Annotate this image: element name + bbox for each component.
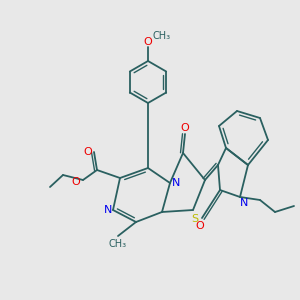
Text: CH₃: CH₃ [153,31,171,41]
Text: N: N [172,178,180,188]
Text: O: O [181,123,189,133]
Text: O: O [72,177,80,187]
Text: S: S [191,214,199,224]
Text: O: O [196,221,204,231]
Text: N: N [104,205,112,215]
Text: O: O [84,147,92,157]
Text: CH₃: CH₃ [109,239,127,249]
Text: O: O [144,37,152,47]
Text: N: N [240,198,248,208]
